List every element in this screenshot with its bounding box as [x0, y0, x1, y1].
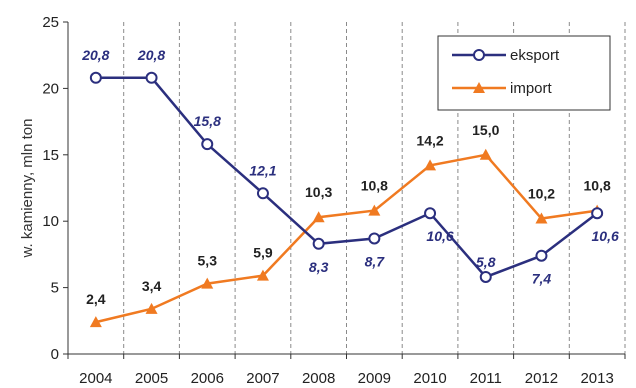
data-label-import: 2,4	[86, 291, 106, 307]
data-point-eksport	[368, 232, 381, 245]
data-point-import	[479, 148, 492, 160]
grid	[123, 22, 626, 354]
data-label-eksport: 5,8	[476, 254, 496, 270]
x-tick-label: 2013	[580, 370, 613, 387]
data-label-eksport: 12,1	[249, 162, 276, 178]
data-label-import: 10,2	[528, 186, 555, 202]
data-label-import: 15,0	[472, 122, 499, 138]
x-tick-label: 2009	[358, 370, 391, 387]
data-label-eksport: 20,8	[137, 47, 165, 63]
x-tick-label: 2005	[135, 370, 168, 387]
x-tick-label: 2004	[79, 370, 112, 387]
y-tick-label: 20	[42, 80, 59, 97]
data-labels: 20,8 20,8 15,8 12,1 8,3 8,7 10,6 5,8 7,4 10,6 2,4 3…	[81, 47, 619, 307]
series-line-import	[95, 153, 598, 324]
x-tick-labels: 2004 2005 2006 2007 2008 2009 2010 2011 2012 2013	[79, 370, 614, 387]
legend-marker-eksport	[473, 49, 485, 61]
data-label-import: 14,2	[416, 132, 443, 148]
legend-label-eksport: eksport	[510, 47, 560, 64]
legend-marker-import	[473, 82, 485, 93]
x-tick-label: 2007	[246, 370, 279, 387]
y-tick-label: 15	[42, 147, 59, 164]
x-tick-label: 2011	[470, 370, 502, 387]
data-label-eksport: 20,8	[81, 47, 109, 63]
y-tick-label: 25	[42, 14, 59, 31]
data-label-eksport: 10,6	[426, 228, 453, 244]
x-tick-label: 2008	[302, 370, 335, 387]
data-point-import	[424, 159, 437, 171]
data-label-import: 3,4	[142, 278, 162, 294]
data-label-import: 10,8	[361, 178, 388, 194]
data-point-eksport	[89, 71, 102, 84]
data-point-eksport	[145, 71, 158, 84]
data-label-import: 10,3	[305, 184, 332, 200]
y-tick-label: 10	[42, 213, 59, 230]
axes	[63, 21, 626, 359]
y-tick-label: 5	[51, 280, 59, 297]
data-point-import	[368, 204, 381, 216]
data-label-eksport: 8,3	[309, 259, 329, 275]
y-tick-label: 0	[51, 346, 59, 363]
data-label-eksport: 7,4	[532, 271, 552, 287]
data-point-import	[89, 316, 102, 328]
x-tick-label: 2010	[413, 370, 446, 387]
data-point-eksport	[256, 187, 269, 200]
data-point-eksport	[591, 207, 604, 220]
y-tick-labels: 0 5 10 15 20 25	[42, 14, 59, 363]
data-point-import	[312, 211, 325, 223]
legend-box	[437, 35, 611, 111]
x-tick-label: 2012	[525, 370, 558, 387]
data-label-import: 10,8	[584, 178, 611, 194]
data-point-import	[201, 277, 214, 289]
legend-label-import: import	[510, 80, 553, 97]
data-point-import	[145, 302, 158, 314]
data-label-eksport: 10,6	[592, 228, 619, 244]
series-line-eksport	[95, 76, 598, 279]
data-point-eksport	[424, 207, 437, 220]
data-point-eksport	[201, 138, 214, 151]
y-axis-label: w. kamienny, mln ton	[19, 119, 36, 259]
data-point-eksport	[535, 249, 548, 262]
x-tick-label: 2006	[191, 370, 224, 387]
data-point-eksport	[479, 270, 492, 283]
data-label-import: 5,9	[253, 245, 273, 261]
data-label-eksport: 8,7	[365, 253, 386, 269]
data-point-eksport	[312, 237, 325, 250]
data-label-import: 5,3	[198, 253, 218, 269]
data-point-import	[535, 212, 548, 224]
series-group	[89, 71, 604, 328]
legend: eksport import	[437, 35, 611, 111]
data-label-eksport: 15,8	[194, 113, 221, 129]
data-point-import	[256, 269, 269, 281]
